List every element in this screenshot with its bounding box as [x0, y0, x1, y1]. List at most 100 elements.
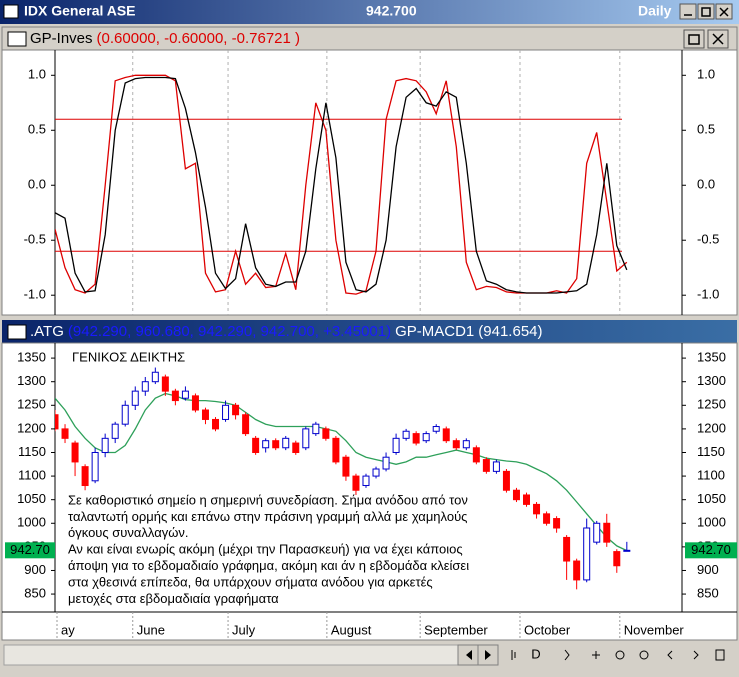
toolbar-glyphs	[511, 649, 725, 661]
candle-body	[613, 551, 621, 567]
candle-body	[372, 468, 380, 477]
annotation-line: ταλαντωτή ορμής και επάνω στην πράσινη γ…	[68, 509, 467, 524]
candle-body	[543, 513, 551, 524]
annotation-line: άποψη για το εβδομαδιαίο γράφημα, ακόμη …	[68, 558, 469, 573]
y-tick-label: 1300	[17, 373, 46, 388]
y-tick-label: 850	[24, 586, 46, 601]
candle-body	[392, 437, 400, 453]
panel1-title: GP-Inves	[30, 30, 93, 47]
candle-body	[111, 423, 119, 439]
candle-body	[71, 442, 79, 463]
scrollbar-track[interactable]	[3, 644, 499, 666]
candle-body	[191, 395, 199, 411]
x-tick-label: July	[232, 622, 256, 637]
panel2-indicator-name: GP-MACD1	[395, 323, 474, 340]
candle-body	[533, 503, 541, 515]
candle-body	[55, 414, 59, 430]
y-tick-label-right: 0.0	[697, 177, 715, 192]
y-tick-label-right: 1100	[697, 468, 725, 483]
minimize-button[interactable]	[679, 3, 697, 20]
x-tick-label: October	[524, 622, 571, 637]
panel1-icon	[7, 31, 27, 47]
candle-body	[262, 440, 270, 449]
plot-area	[55, 367, 631, 590]
window-period: Daily	[638, 3, 672, 19]
candle-body	[332, 437, 340, 463]
app-icon	[3, 4, 19, 19]
candle-body	[212, 418, 220, 430]
candle-body	[362, 475, 370, 487]
candle-body	[322, 428, 330, 439]
candle-body	[432, 426, 440, 432]
window-price: 942.700	[366, 3, 417, 19]
panel1-button-glyphs	[688, 33, 724, 45]
candle-body	[482, 459, 490, 472]
candle-body	[593, 522, 601, 543]
scroll-arrows	[466, 650, 491, 660]
y-tick-label: -1.0	[24, 287, 46, 302]
candle-body	[101, 437, 109, 453]
y-tick-label-right: 1300	[697, 373, 726, 388]
day-button[interactable]: D	[531, 646, 540, 661]
y-tick-label: 0.0	[28, 177, 46, 192]
candle-body	[222, 404, 230, 420]
y-tick-label: 1.0	[28, 67, 46, 82]
candle-body	[201, 409, 209, 420]
y-tick-label-right: 1250	[697, 397, 726, 412]
panel2-body	[1, 342, 738, 641]
candle-body	[131, 390, 139, 406]
y-tick-label: 900	[24, 562, 46, 577]
x-tick-label: ay	[61, 622, 75, 637]
candle-body	[282, 437, 290, 449]
y-tick-label: 1050	[17, 491, 46, 506]
y-tick-label-right: 1150	[697, 444, 725, 459]
y-tick-label-right: -0.5	[697, 232, 719, 247]
candle-body	[312, 423, 320, 435]
candle-body	[91, 451, 99, 482]
candle-body	[382, 456, 390, 470]
window-title: IDX General ASE	[24, 3, 136, 19]
candle-body	[623, 549, 631, 552]
y-tick-label-right: 850	[697, 586, 719, 601]
panel2-header	[2, 320, 737, 343]
candle-body	[523, 494, 531, 505]
candle-body	[573, 560, 581, 581]
toolbar-icons	[511, 649, 725, 661]
y-tick-label: 1100	[18, 468, 46, 483]
annotation-line: όγκους συναλλαγών.	[68, 525, 189, 540]
candle-body	[61, 428, 69, 439]
x-tick-label: June	[137, 622, 165, 637]
chart-1: 8508509009009509501000100010501050110011…	[5, 350, 737, 638]
last-value-box	[5, 542, 55, 559]
candle-body	[563, 536, 571, 562]
candle-body	[161, 376, 169, 392]
x-tick-label: November	[624, 622, 685, 637]
y-tick-label: 0.5	[28, 122, 46, 137]
candle-body	[462, 440, 470, 449]
y-tick-label-right: 1000	[697, 515, 726, 530]
last-value-label: 942.70	[691, 542, 731, 557]
y-tick-label: 1350	[17, 350, 46, 365]
candle-body	[583, 527, 591, 581]
candle-body	[553, 518, 561, 529]
candle-body	[232, 404, 240, 416]
y-tick-label-right: 1.0	[697, 67, 715, 82]
series-line	[55, 76, 628, 294]
chart-label: ΓΕΝΙΚΟΣ ΔΕΙΚΤΗΣ	[72, 349, 185, 364]
panel1-maximize[interactable]	[683, 29, 705, 49]
candle-body	[502, 470, 510, 491]
candle-body	[151, 371, 159, 383]
y-tick-label-right: 1050	[697, 491, 726, 506]
y-tick-label-right: 1200	[697, 420, 726, 435]
annotation-line: Σε καθοριστικό σημείο η σημερινή συνεδρί…	[68, 492, 468, 507]
annotation-line: στα χθεσινά επίπεδα, θα υπάρχουν σήματα …	[68, 574, 433, 589]
candle-body	[472, 447, 480, 463]
candle-body	[442, 428, 450, 442]
candle-body	[242, 414, 250, 435]
candle-body	[292, 442, 300, 453]
window-buttons	[679, 3, 733, 20]
candle-body	[141, 381, 149, 392]
candle-body	[402, 430, 410, 439]
